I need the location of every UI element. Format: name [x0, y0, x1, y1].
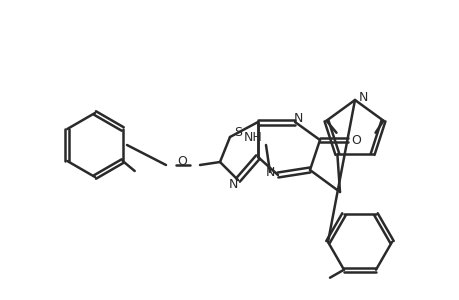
Text: O: O: [177, 154, 186, 167]
Text: N: N: [265, 166, 274, 178]
Text: S: S: [234, 125, 241, 139]
Text: O: O: [350, 134, 360, 146]
Text: N: N: [293, 112, 302, 124]
Text: N: N: [228, 178, 237, 191]
Text: NH: NH: [243, 130, 262, 143]
Text: N: N: [358, 91, 367, 103]
